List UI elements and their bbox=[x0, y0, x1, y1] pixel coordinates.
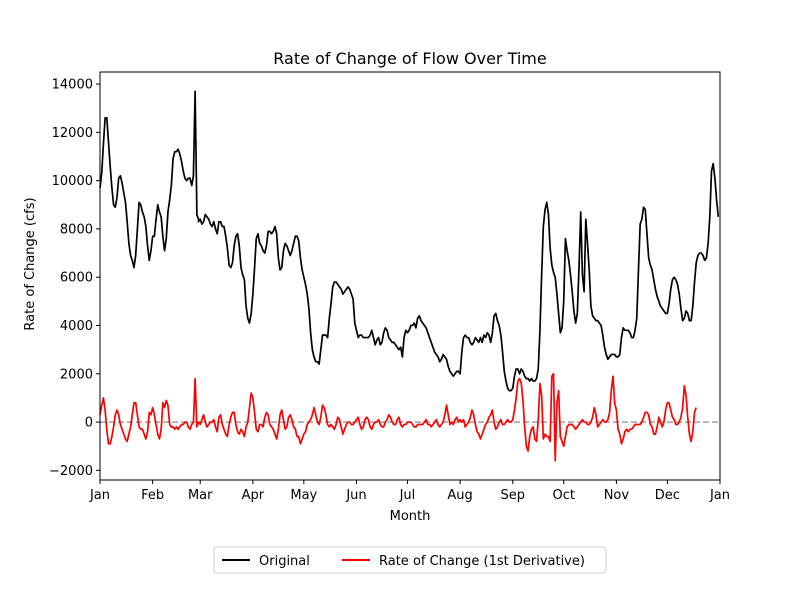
series-line-original bbox=[99, 90, 720, 392]
y-tick-label: 2000 bbox=[60, 367, 93, 382]
x-tick-label: Apr bbox=[242, 488, 265, 503]
y-tick-label: 8000 bbox=[60, 222, 93, 237]
y-tick-label: 10000 bbox=[52, 174, 93, 189]
y-tick-label: 4000 bbox=[60, 319, 93, 334]
x-tick-label: Jul bbox=[399, 488, 416, 503]
x-tick-label: Sep bbox=[501, 488, 526, 503]
x-tick-label: Nov bbox=[604, 488, 630, 503]
chart-title: Rate of Change of Flow Over Time bbox=[273, 49, 546, 68]
x-tick-label: May bbox=[290, 488, 317, 503]
y-tick-label: 12000 bbox=[52, 126, 93, 141]
x-tick-label: Jan bbox=[89, 488, 110, 503]
legend-label-original: Original bbox=[259, 554, 310, 569]
x-tick-label: Feb bbox=[141, 488, 164, 503]
y-tick-label: 6000 bbox=[60, 271, 93, 286]
x-tick-label: Mar bbox=[188, 488, 213, 503]
y-tick-label: 14000 bbox=[52, 78, 93, 93]
plot-frame bbox=[99, 71, 721, 481]
axis-ticks: −2000 0 2000 4000 6000 8000 10000 12000 14000 Jan… bbox=[49, 78, 730, 503]
legend-label-derivative: Rate of Change (1st Derivative) bbox=[379, 554, 585, 569]
legend-box bbox=[213, 546, 607, 574]
x-tick-label: Oct bbox=[552, 488, 574, 503]
series-lines bbox=[99, 90, 720, 462]
x-tick-label: Aug bbox=[447, 488, 472, 503]
x-tick-label: Dec bbox=[655, 488, 680, 503]
x-tick-label: Jan bbox=[709, 488, 730, 503]
x-tick-label: Jun bbox=[345, 488, 366, 503]
legend: Original Rate of Change (1st Derivative) bbox=[213, 546, 607, 574]
y-tick-label: −2000 bbox=[49, 464, 93, 479]
x-axis-label: Month bbox=[390, 509, 431, 524]
series-line-derivative bbox=[99, 372, 698, 462]
y-tick-label: 0 bbox=[85, 416, 93, 431]
y-axis-label: Rate of Change (cfs) bbox=[23, 197, 38, 330]
